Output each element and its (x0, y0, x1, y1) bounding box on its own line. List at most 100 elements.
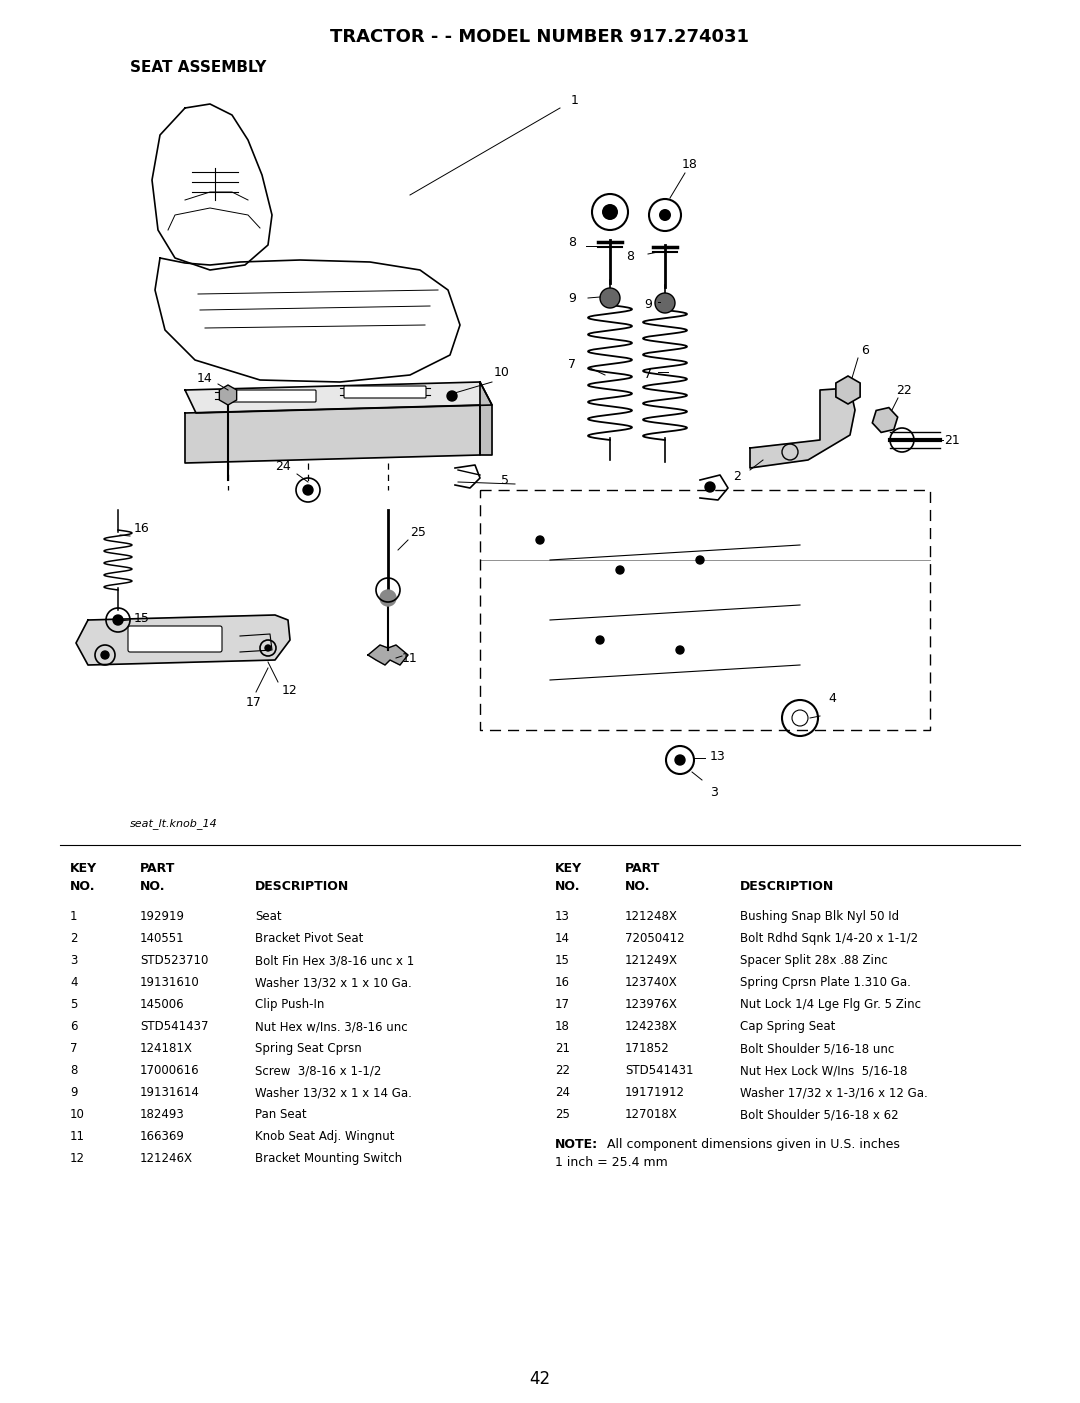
Text: Screw  3/8-16 x 1-1/2: Screw 3/8-16 x 1-1/2 (255, 1063, 381, 1078)
Text: 12: 12 (70, 1152, 85, 1164)
Text: 5: 5 (501, 473, 509, 487)
Text: Nut Hex Lock W/Ins  5/16-18: Nut Hex Lock W/Ins 5/16-18 (740, 1063, 907, 1078)
Text: 14: 14 (555, 932, 570, 946)
FancyBboxPatch shape (224, 390, 316, 403)
Circle shape (102, 651, 109, 659)
Text: Bolt Shoulder 5/16-18 unc: Bolt Shoulder 5/16-18 unc (740, 1042, 894, 1055)
Circle shape (113, 615, 123, 624)
Text: Seat: Seat (255, 911, 282, 923)
Text: SEAT ASSEMBLY: SEAT ASSEMBLY (130, 60, 267, 74)
Text: Bolt Fin Hex 3/8-16 unc x 1: Bolt Fin Hex 3/8-16 unc x 1 (255, 954, 415, 967)
Text: Spring Seat Cprsn: Spring Seat Cprsn (255, 1042, 362, 1055)
Circle shape (602, 203, 618, 220)
Text: 1: 1 (571, 94, 579, 107)
Polygon shape (185, 405, 480, 463)
Circle shape (536, 536, 544, 544)
Text: STD523710: STD523710 (140, 954, 208, 967)
Text: 5: 5 (70, 998, 78, 1012)
Text: 22: 22 (896, 383, 912, 397)
Text: 123740X: 123740X (625, 976, 678, 989)
Text: 11: 11 (402, 651, 418, 665)
Text: 25: 25 (410, 526, 426, 540)
Text: 1: 1 (70, 911, 78, 923)
Text: Knob Seat Adj. Wingnut: Knob Seat Adj. Wingnut (255, 1129, 394, 1143)
Text: Nut Hex w/Ins. 3/8-16 unc: Nut Hex w/Ins. 3/8-16 unc (255, 1020, 407, 1033)
Text: 17000616: 17000616 (140, 1063, 200, 1078)
Text: 18: 18 (555, 1020, 570, 1033)
Text: Pan Seat: Pan Seat (255, 1108, 307, 1121)
Text: 19131614: 19131614 (140, 1086, 200, 1099)
Text: NOTE:: NOTE: (555, 1138, 598, 1150)
Text: KEY: KEY (555, 861, 582, 875)
Text: 18: 18 (683, 159, 698, 171)
Text: Clip Push-In: Clip Push-In (255, 998, 324, 1012)
Text: 6: 6 (861, 344, 869, 356)
Polygon shape (368, 645, 408, 665)
Text: 8: 8 (70, 1063, 78, 1078)
Text: 42: 42 (529, 1369, 551, 1388)
Text: NO.: NO. (140, 880, 165, 892)
Text: 9: 9 (568, 292, 576, 304)
Text: Washer 13/32 x 1 x 14 Ga.: Washer 13/32 x 1 x 14 Ga. (255, 1086, 411, 1099)
Text: PART: PART (625, 861, 660, 875)
Text: Washer 17/32 x 1-3/16 x 12 Ga.: Washer 17/32 x 1-3/16 x 12 Ga. (740, 1086, 928, 1099)
Circle shape (447, 391, 457, 401)
Text: 21: 21 (555, 1042, 570, 1055)
Text: 121249X: 121249X (625, 954, 678, 967)
Circle shape (705, 483, 715, 492)
Text: 3: 3 (70, 954, 78, 967)
Text: NO.: NO. (555, 880, 581, 892)
Text: 25: 25 (555, 1108, 570, 1121)
Text: Cap Spring Seat: Cap Spring Seat (740, 1020, 835, 1033)
Text: Spring Cprsn Plate 1.310 Ga.: Spring Cprsn Plate 1.310 Ga. (740, 976, 910, 989)
Polygon shape (480, 382, 492, 455)
Text: 4: 4 (70, 976, 78, 989)
Circle shape (380, 591, 396, 606)
Circle shape (696, 556, 704, 564)
Text: 10: 10 (494, 366, 510, 379)
Text: Nut Lock 1/4 Lge Flg Gr. 5 Zinc: Nut Lock 1/4 Lge Flg Gr. 5 Zinc (740, 998, 921, 1012)
Text: 8: 8 (568, 236, 576, 248)
Polygon shape (185, 382, 492, 412)
Circle shape (265, 645, 271, 651)
Text: 72050412: 72050412 (625, 932, 685, 946)
Text: 7: 7 (568, 359, 576, 372)
Text: NO.: NO. (625, 880, 650, 892)
Text: 140551: 140551 (140, 932, 185, 946)
Text: seat_lt.knob_14: seat_lt.knob_14 (130, 818, 218, 829)
Text: 16: 16 (555, 976, 570, 989)
Text: 8: 8 (626, 250, 634, 262)
Text: 15: 15 (555, 954, 570, 967)
Text: 171852: 171852 (625, 1042, 670, 1055)
Text: 19131610: 19131610 (140, 976, 200, 989)
Circle shape (654, 293, 675, 313)
Text: Washer 13/32 x 1 x 10 Ga.: Washer 13/32 x 1 x 10 Ga. (255, 976, 411, 989)
Text: 2: 2 (733, 470, 741, 484)
Circle shape (596, 636, 604, 644)
Text: Bracket Mounting Switch: Bracket Mounting Switch (255, 1152, 402, 1164)
Text: All component dimensions given in U.S. inches: All component dimensions given in U.S. i… (603, 1138, 900, 1150)
Text: 7: 7 (70, 1042, 78, 1055)
Circle shape (676, 645, 684, 654)
Text: 19171912: 19171912 (625, 1086, 685, 1099)
Text: DESCRIPTION: DESCRIPTION (740, 880, 834, 892)
Text: Bushing Snap Blk Nyl 50 Id: Bushing Snap Blk Nyl 50 Id (740, 911, 900, 923)
Circle shape (600, 288, 620, 309)
Text: Bolt Shoulder 5/16-18 x 62: Bolt Shoulder 5/16-18 x 62 (740, 1108, 899, 1121)
Text: 192919: 192919 (140, 911, 185, 923)
Polygon shape (750, 389, 855, 469)
Circle shape (659, 209, 671, 222)
Text: STD541431: STD541431 (625, 1063, 693, 1078)
Text: 17: 17 (555, 998, 570, 1012)
Text: 124181X: 124181X (140, 1042, 193, 1055)
Text: Bolt Rdhd Sqnk 1/4-20 x 1-1/2: Bolt Rdhd Sqnk 1/4-20 x 1-1/2 (740, 932, 918, 946)
Text: 17: 17 (246, 696, 262, 710)
Text: NO.: NO. (70, 880, 95, 892)
Text: Bracket Pivot Seat: Bracket Pivot Seat (255, 932, 363, 946)
Text: 166369: 166369 (140, 1129, 185, 1143)
Text: 123976X: 123976X (625, 998, 678, 1012)
Text: 121248X: 121248X (625, 911, 678, 923)
Text: 124238X: 124238X (625, 1020, 678, 1033)
Text: 4: 4 (828, 692, 836, 704)
Text: 121246X: 121246X (140, 1152, 193, 1164)
